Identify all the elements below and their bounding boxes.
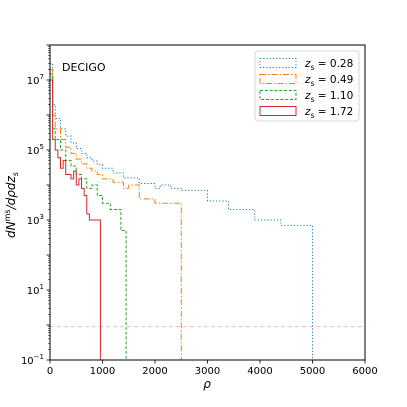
y-tick-label-4: 107 [27, 73, 44, 87]
x-tick-label-1: 1000 [90, 366, 115, 377]
x-tick-label-4: 4000 [247, 366, 272, 377]
legend-label-2: zs = 1.10 [304, 90, 353, 104]
legend-label-1: zs = 0.49 [304, 74, 353, 88]
x-tick-label-2: 2000 [142, 366, 167, 377]
y-tick-label-2: 103 [27, 213, 44, 227]
series-line-1 [50, 68, 182, 360]
legend-label-0: zs = 0.28 [304, 58, 353, 72]
legend-swatch-2 [259, 90, 297, 100]
legend: zs = 0.28 zs = 0.49 zs = 1.10 zs = 1.72 [254, 50, 360, 122]
x-tick-label-0: 0 [47, 366, 53, 377]
x-tick-label-5: 5000 [300, 366, 325, 377]
x-tick-label-6: 6000 [352, 366, 377, 377]
y-tick-label-0: 10−1 [21, 353, 44, 367]
x-tick-label-3: 3000 [195, 366, 220, 377]
series-group [50, 62, 313, 360]
y-axis-label: dNms/dρdzs [3, 172, 20, 238]
x-axis-label: ρ [203, 377, 211, 391]
y-axis-ticks: 10−1 101 103 105 107 [21, 44, 50, 367]
series-line-3 [50, 79, 101, 360]
x-axis-ticks: 0 1000 2000 3000 4000 5000 6000 [47, 360, 378, 377]
legend-swatch-3 [259, 106, 297, 116]
legend-label-3: zs = 1.72 [304, 106, 353, 120]
legend-swatch-1 [259, 74, 297, 84]
chart-annotation: DECIGO [62, 61, 106, 74]
y-tick-label-1: 101 [27, 283, 44, 297]
legend-box [254, 50, 360, 122]
y-tick-label-3: 105 [27, 143, 44, 157]
